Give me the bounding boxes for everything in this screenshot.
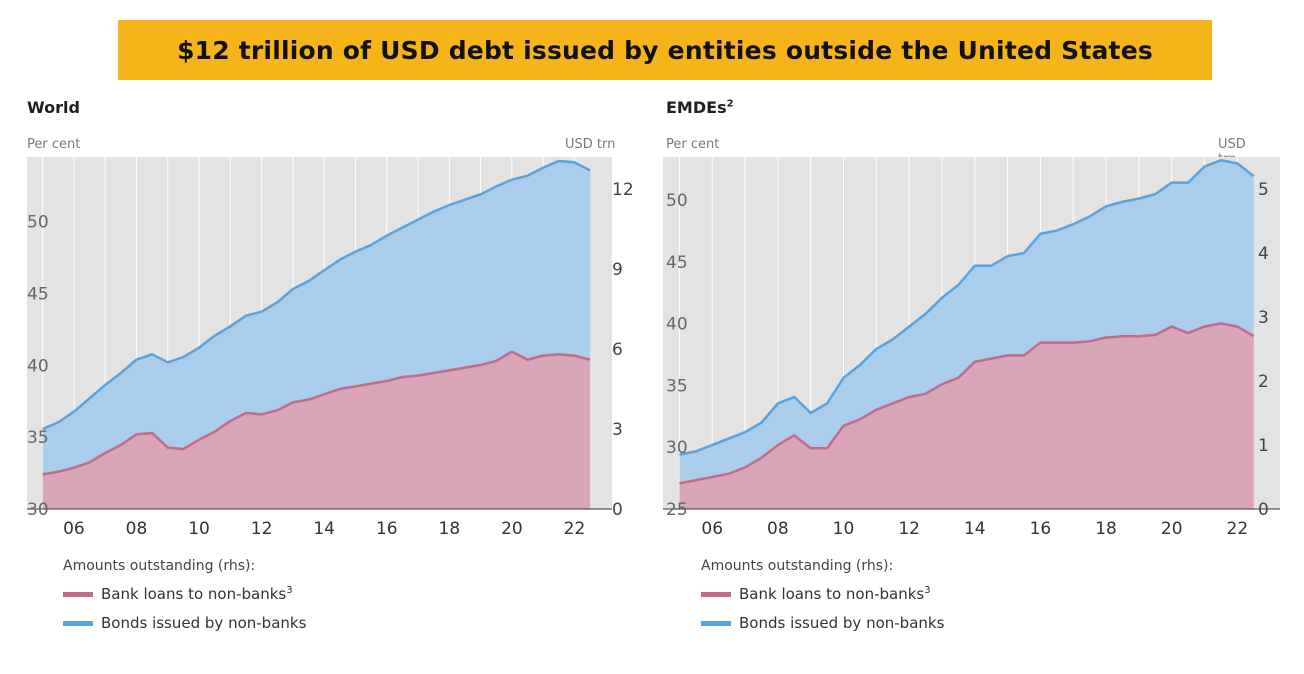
x-tick-label: 22 (1227, 519, 1249, 539)
series-line-bonds (42, 159, 591, 431)
x-tick-label: 10 (833, 519, 855, 539)
y-left-tick-label: 30 (27, 500, 49, 520)
y-left-tick-label: 35 (666, 376, 688, 396)
legend-label-bank-text: Bank loans to non-banks (739, 585, 925, 603)
x-tick-label: 14 (313, 519, 335, 539)
legend-heading: Amounts outstanding (rhs): (701, 558, 894, 574)
series-area-bonds (42, 161, 591, 475)
y-left-tick-label: 50 (666, 191, 688, 211)
x-tick-label: 22 (564, 519, 586, 539)
panel-world: World Per cent USD trn 06 08 10 12 14 16 18 20 2… (0, 0, 634, 674)
y-left-tick-label: 25 (666, 500, 688, 520)
legend-label-bank: Bank loans to non-banks3 (101, 585, 293, 603)
panel-title-text: World (27, 98, 80, 117)
x-tick-label: 18 (1095, 519, 1117, 539)
panel-title-footnote: 2 (726, 98, 734, 110)
y-left-tick-label: 50 (27, 213, 49, 233)
panel-title: World (27, 98, 80, 117)
legend-label-bonds: Bonds issued by non-banks (739, 614, 945, 632)
left-axis-unit: Per cent (27, 137, 81, 152)
legend-swatch-bonds (63, 620, 93, 626)
chart-main-title: $12 trillion of USD debt issued by entit… (177, 35, 1153, 65)
y-left-tick-label: 45 (27, 284, 49, 304)
legend-item-bonds: Bonds issued by non-banks (701, 614, 944, 632)
series-area-bonds (679, 160, 1254, 484)
x-tick-label: 20 (501, 519, 523, 539)
y-left-tick-label: 40 (27, 356, 49, 376)
series-line-bonds (679, 158, 1255, 456)
legend-label-bank-footnote: 3 (286, 585, 293, 596)
legend-swatch-bank (63, 591, 93, 597)
y-right-tick-label: 0 (1258, 500, 1269, 520)
legend-label-bank: Bank loans to non-banks3 (739, 585, 931, 603)
y-right-tick-label: 2 (1258, 372, 1269, 392)
x-tick-label: 16 (1030, 519, 1052, 539)
y-left-tick-label: 35 (27, 428, 49, 448)
legend-item-bank: Bank loans to non-banks3 (701, 585, 931, 603)
y-right-tick-label: 9 (612, 260, 623, 280)
x-tick-label: 12 (251, 519, 273, 539)
y-right-tick-label: 5 (1258, 180, 1269, 200)
y-right-tick-label: 6 (612, 340, 623, 360)
y-right-tick-label: 3 (1258, 308, 1269, 328)
y-right-tick-label: 0 (612, 500, 623, 520)
y-left-tick-label: 30 (666, 438, 688, 458)
left-axis-unit: Per cent (666, 137, 720, 152)
legend-label-bonds: Bonds issued by non-banks (101, 614, 307, 632)
legend-item-bonds: Bonds issued by non-banks (63, 614, 306, 632)
y-left-tick-label: 40 (666, 315, 688, 335)
series-area-bank (42, 351, 591, 509)
x-tick-label: 08 (126, 519, 148, 539)
series-line-bank (42, 350, 591, 476)
series-area-bank (679, 323, 1254, 509)
legend-item-bank: Bank loans to non-banks3 (63, 585, 293, 603)
series-line-bank (679, 322, 1255, 485)
chart-world: 06 08 10 12 14 16 18 20 22 30 35 40 45 50 0 3 6 9 12 (27, 157, 634, 539)
panel-title: EMDEs2 (666, 98, 734, 117)
legend-swatch-bonds (701, 620, 731, 626)
x-tick-label: 08 (767, 519, 789, 539)
y-right-tick-label: 3 (612, 420, 623, 440)
y-right-tick-label: 12 (612, 180, 634, 200)
x-tick-label: 12 (898, 519, 920, 539)
panel-emdes: EMDEs2 Per cent USD trn 0608101214161820… (640, 0, 1280, 674)
x-tick-label: 16 (376, 519, 398, 539)
x-tick-label: 06 (701, 519, 723, 539)
y-right-tick-label: 4 (1258, 244, 1269, 264)
y-left-tick-label: 45 (666, 253, 688, 273)
x-tick-label: 18 (439, 519, 461, 539)
x-tick-label: 14 (964, 519, 986, 539)
legend-label-bank-footnote: 3 (924, 585, 931, 596)
legend-label-bank-text: Bank loans to non-banks (101, 585, 287, 603)
legend-swatch-bank (701, 591, 731, 597)
panel-title-text: EMDEs (666, 98, 727, 117)
right-axis-unit: USD trn (565, 137, 616, 152)
title-banner: $12 trillion of USD debt issued by entit… (118, 20, 1212, 80)
legend-heading: Amounts outstanding (rhs): (63, 558, 256, 574)
x-tick-label: 10 (188, 519, 210, 539)
x-tick-label: 20 (1161, 519, 1183, 539)
y-right-tick-label: 1 (1258, 436, 1269, 456)
x-tick-label: 06 (63, 519, 85, 539)
